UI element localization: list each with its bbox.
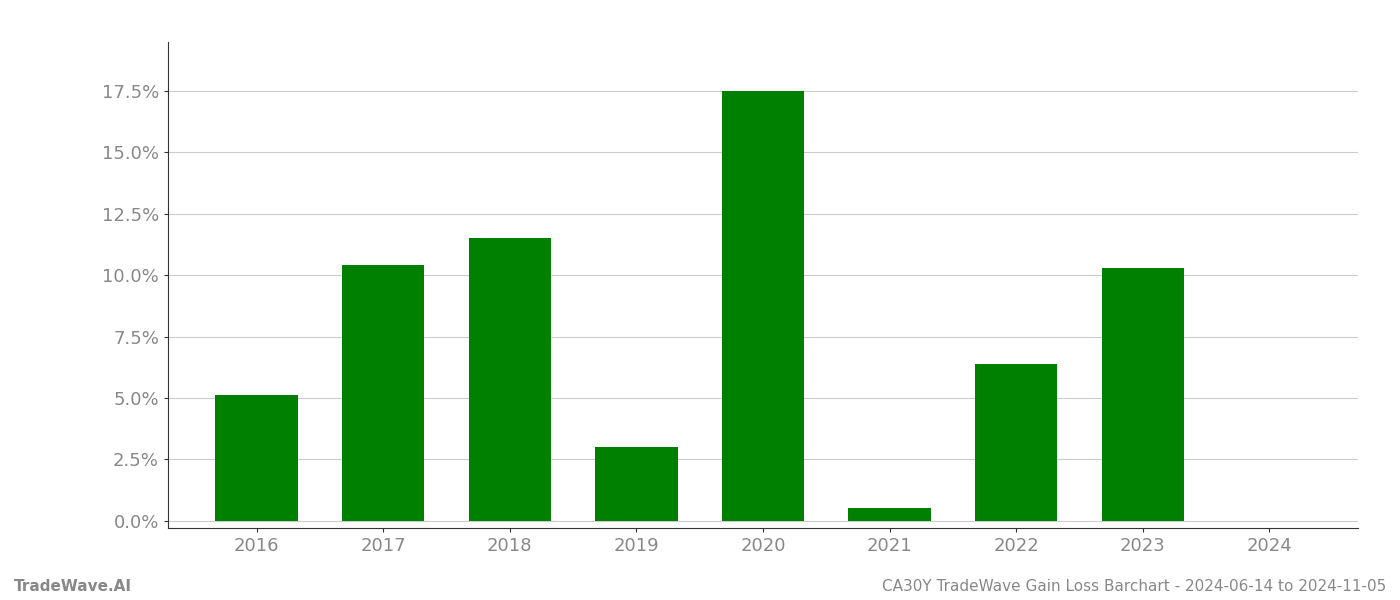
Bar [848, 508, 931, 521]
Text: CA30Y TradeWave Gain Loss Barchart - 2024-06-14 to 2024-11-05: CA30Y TradeWave Gain Loss Barchart - 202… [882, 579, 1386, 594]
Bar [974, 364, 1057, 521]
Text: TradeWave.AI: TradeWave.AI [14, 579, 132, 594]
Bar [595, 447, 678, 521]
Bar [722, 91, 804, 521]
Bar [1102, 268, 1184, 521]
Bar [216, 395, 298, 521]
Bar [469, 238, 552, 521]
Bar [342, 265, 424, 521]
